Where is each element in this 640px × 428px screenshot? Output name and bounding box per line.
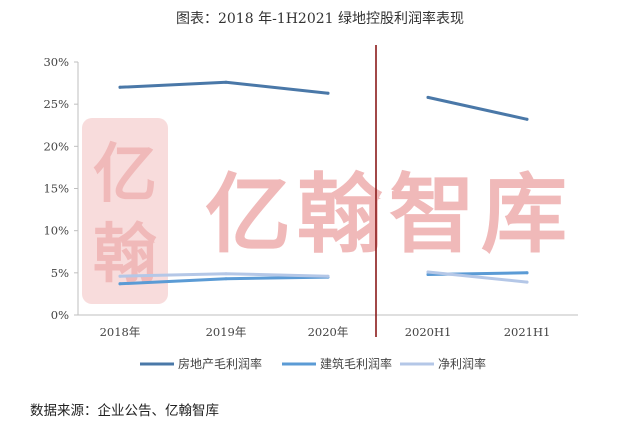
data-point (426, 273, 430, 276)
x-tick-label: 2020H1 (405, 325, 452, 339)
source-note: 数据来源：企业公告、亿翰智库 (30, 403, 219, 419)
data-point (326, 91, 330, 95)
y-tick-label: 20% (43, 139, 69, 153)
y-tick-label: 15% (43, 182, 69, 196)
legend-label: 建筑毛利润率 (320, 356, 392, 371)
data-point (525, 280, 529, 284)
data-point (118, 274, 122, 278)
y-tick-label: 0% (51, 308, 69, 322)
x-axis: 2018年 2019年 2020年 2020H1 2021H1 (100, 325, 551, 339)
watermark-seal-char-1: 亿 (93, 138, 157, 212)
x-tick-label: 2018年 (100, 325, 141, 339)
chart-title: 图表：2018 年-1H2021 绿地控股利润率表现 (176, 10, 464, 27)
series-line-3 (426, 270, 529, 284)
data-point (525, 271, 529, 275)
data-point (224, 272, 228, 276)
series-line-1 (426, 95, 529, 121)
data-point (118, 85, 122, 89)
y-tick-label: 30% (43, 55, 69, 69)
legend-label: 净利润率 (438, 356, 486, 371)
watermark: 亿 翰 亿翰智库 (82, 118, 573, 304)
data-point (118, 282, 122, 286)
data-point (326, 274, 330, 278)
y-tick-label: 10% (43, 224, 69, 238)
data-point (224, 80, 228, 84)
legend: 房地产毛利润率 建筑毛利润率 净利润率 (140, 356, 486, 371)
y-axis: 0% 5% 10% 15% 20% 25% 30% (43, 55, 79, 322)
series-line-3 (118, 272, 330, 278)
legend-label: 房地产毛利润率 (178, 356, 262, 371)
x-tick-label: 2020年 (308, 325, 349, 339)
data-point (426, 270, 430, 274)
data-point (426, 95, 430, 99)
data-point (224, 277, 228, 281)
watermark-seal (82, 118, 168, 304)
x-tick-label: 2021H1 (504, 325, 551, 339)
series-group (118, 80, 529, 286)
series-line-1 (118, 80, 330, 95)
y-tick-label: 25% (43, 97, 69, 111)
watermark-brand: 亿翰智库 (205, 165, 573, 265)
y-tick-label: 5% (51, 266, 69, 280)
x-tick-label: 2019年 (206, 325, 247, 339)
watermark-seal-char-2: 翰 (93, 218, 157, 292)
data-point (525, 117, 529, 121)
